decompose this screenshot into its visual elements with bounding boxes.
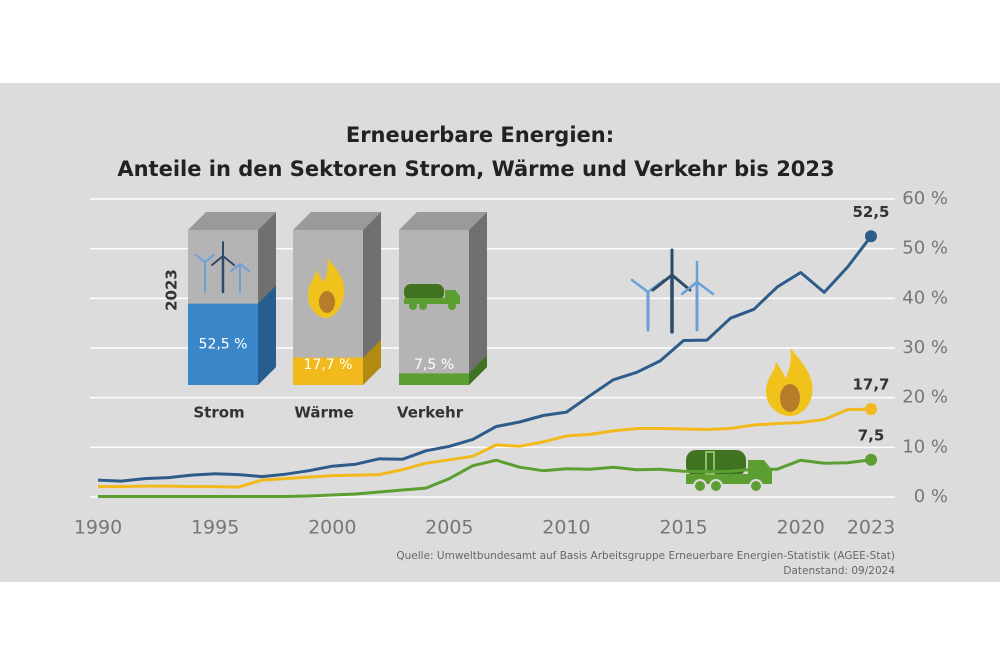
box-fill-side <box>363 339 381 385</box>
box-side <box>469 212 487 385</box>
box-category: Wärme <box>294 404 353 422</box>
box-fill <box>188 303 258 385</box>
series-line <box>97 235 873 483</box>
box-fill-side <box>469 355 487 385</box>
end-point <box>865 403 877 416</box>
x-tick-label: 1990 <box>74 517 122 539</box>
background <box>0 83 1000 582</box>
box-fill-side <box>258 285 276 385</box>
y-tick-label: 30 % <box>902 337 948 358</box>
box-top <box>188 212 276 230</box>
chart-title: Erneuerbare Energien: <box>346 123 614 147</box>
inset: 2023 52,5 % Strom 17,7 % Wärme 7,5 % Verkehr <box>163 212 487 422</box>
box-fill <box>399 373 469 385</box>
x-tick-label: 2010 <box>542 517 590 539</box>
y-tick-label: 40 % <box>902 287 948 308</box>
series-line <box>98 407 872 489</box>
y-tick-label: 60 % <box>902 188 948 209</box>
series-line <box>98 458 872 498</box>
box-category: Verkehr <box>397 404 464 422</box>
box-category: Strom <box>193 404 244 422</box>
y-tick-label: 20 % <box>902 387 948 408</box>
icons <box>630 248 813 493</box>
data-date: Datenstand: 09/2024 <box>783 565 895 577</box>
x-tick-label: 1995 <box>191 517 239 539</box>
box-top <box>293 212 381 230</box>
end-label: 52,5 <box>852 203 889 221</box>
box-side <box>363 212 381 385</box>
x-tick-label: 2023 <box>847 517 895 539</box>
y-tick-label: 0 % <box>914 486 948 507</box>
x-tick-label: 2000 <box>308 517 356 539</box>
y-tick-label: 10 % <box>902 436 948 457</box>
box-value-label: 17,7 % <box>304 357 353 373</box>
x-tick-label: 2005 <box>425 517 473 539</box>
box-value-label: 52,5 % <box>199 336 248 352</box>
end-point <box>865 453 877 466</box>
box-value-label: 7,5 % <box>414 357 454 373</box>
box-fill <box>293 357 363 385</box>
y-tick-label: 50 % <box>902 238 948 259</box>
end-label: 7,5 <box>858 426 885 444</box>
inset-year: 2023 <box>163 269 181 311</box>
plot: 52,5 17,7 7,5 <box>97 203 890 498</box>
source: Quelle: Umweltbundesamt auf Basis Arbeit… <box>396 550 895 562</box>
x-tick-label: 2020 <box>777 517 825 539</box>
box-top <box>399 212 487 230</box>
end-point <box>865 230 877 243</box>
chart-subtitle: Anteile in den Sektoren Strom, Wärme und… <box>117 157 834 181</box>
box-icons <box>195 241 460 318</box>
end-label: 17,7 <box>852 376 889 394</box>
x-tick-label: 2015 <box>659 517 707 539</box>
